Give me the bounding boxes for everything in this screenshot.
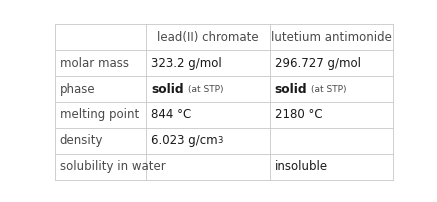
Text: 323.2 g/mol: 323.2 g/mol [151, 57, 222, 70]
Text: molar mass: molar mass [60, 57, 129, 70]
Text: 6.023 g/cm: 6.023 g/cm [151, 134, 218, 147]
Text: solubility in water: solubility in water [60, 160, 166, 173]
Text: lead(II) chromate: lead(II) chromate [157, 31, 259, 44]
Text: 3: 3 [218, 136, 223, 145]
Text: 296.727 g/mol: 296.727 g/mol [275, 57, 361, 70]
Text: (at STP): (at STP) [312, 85, 347, 94]
Text: density: density [60, 134, 103, 147]
Text: solid: solid [275, 83, 307, 96]
Text: 2180 °C: 2180 °C [275, 108, 323, 121]
Text: insoluble: insoluble [275, 160, 328, 173]
Text: melting point: melting point [60, 108, 139, 121]
Text: solid: solid [151, 83, 184, 96]
Text: 844 °C: 844 °C [151, 108, 191, 121]
Text: (at STP): (at STP) [188, 85, 223, 94]
Text: phase: phase [60, 83, 95, 96]
Text: lutetium antimonide: lutetium antimonide [271, 31, 392, 44]
